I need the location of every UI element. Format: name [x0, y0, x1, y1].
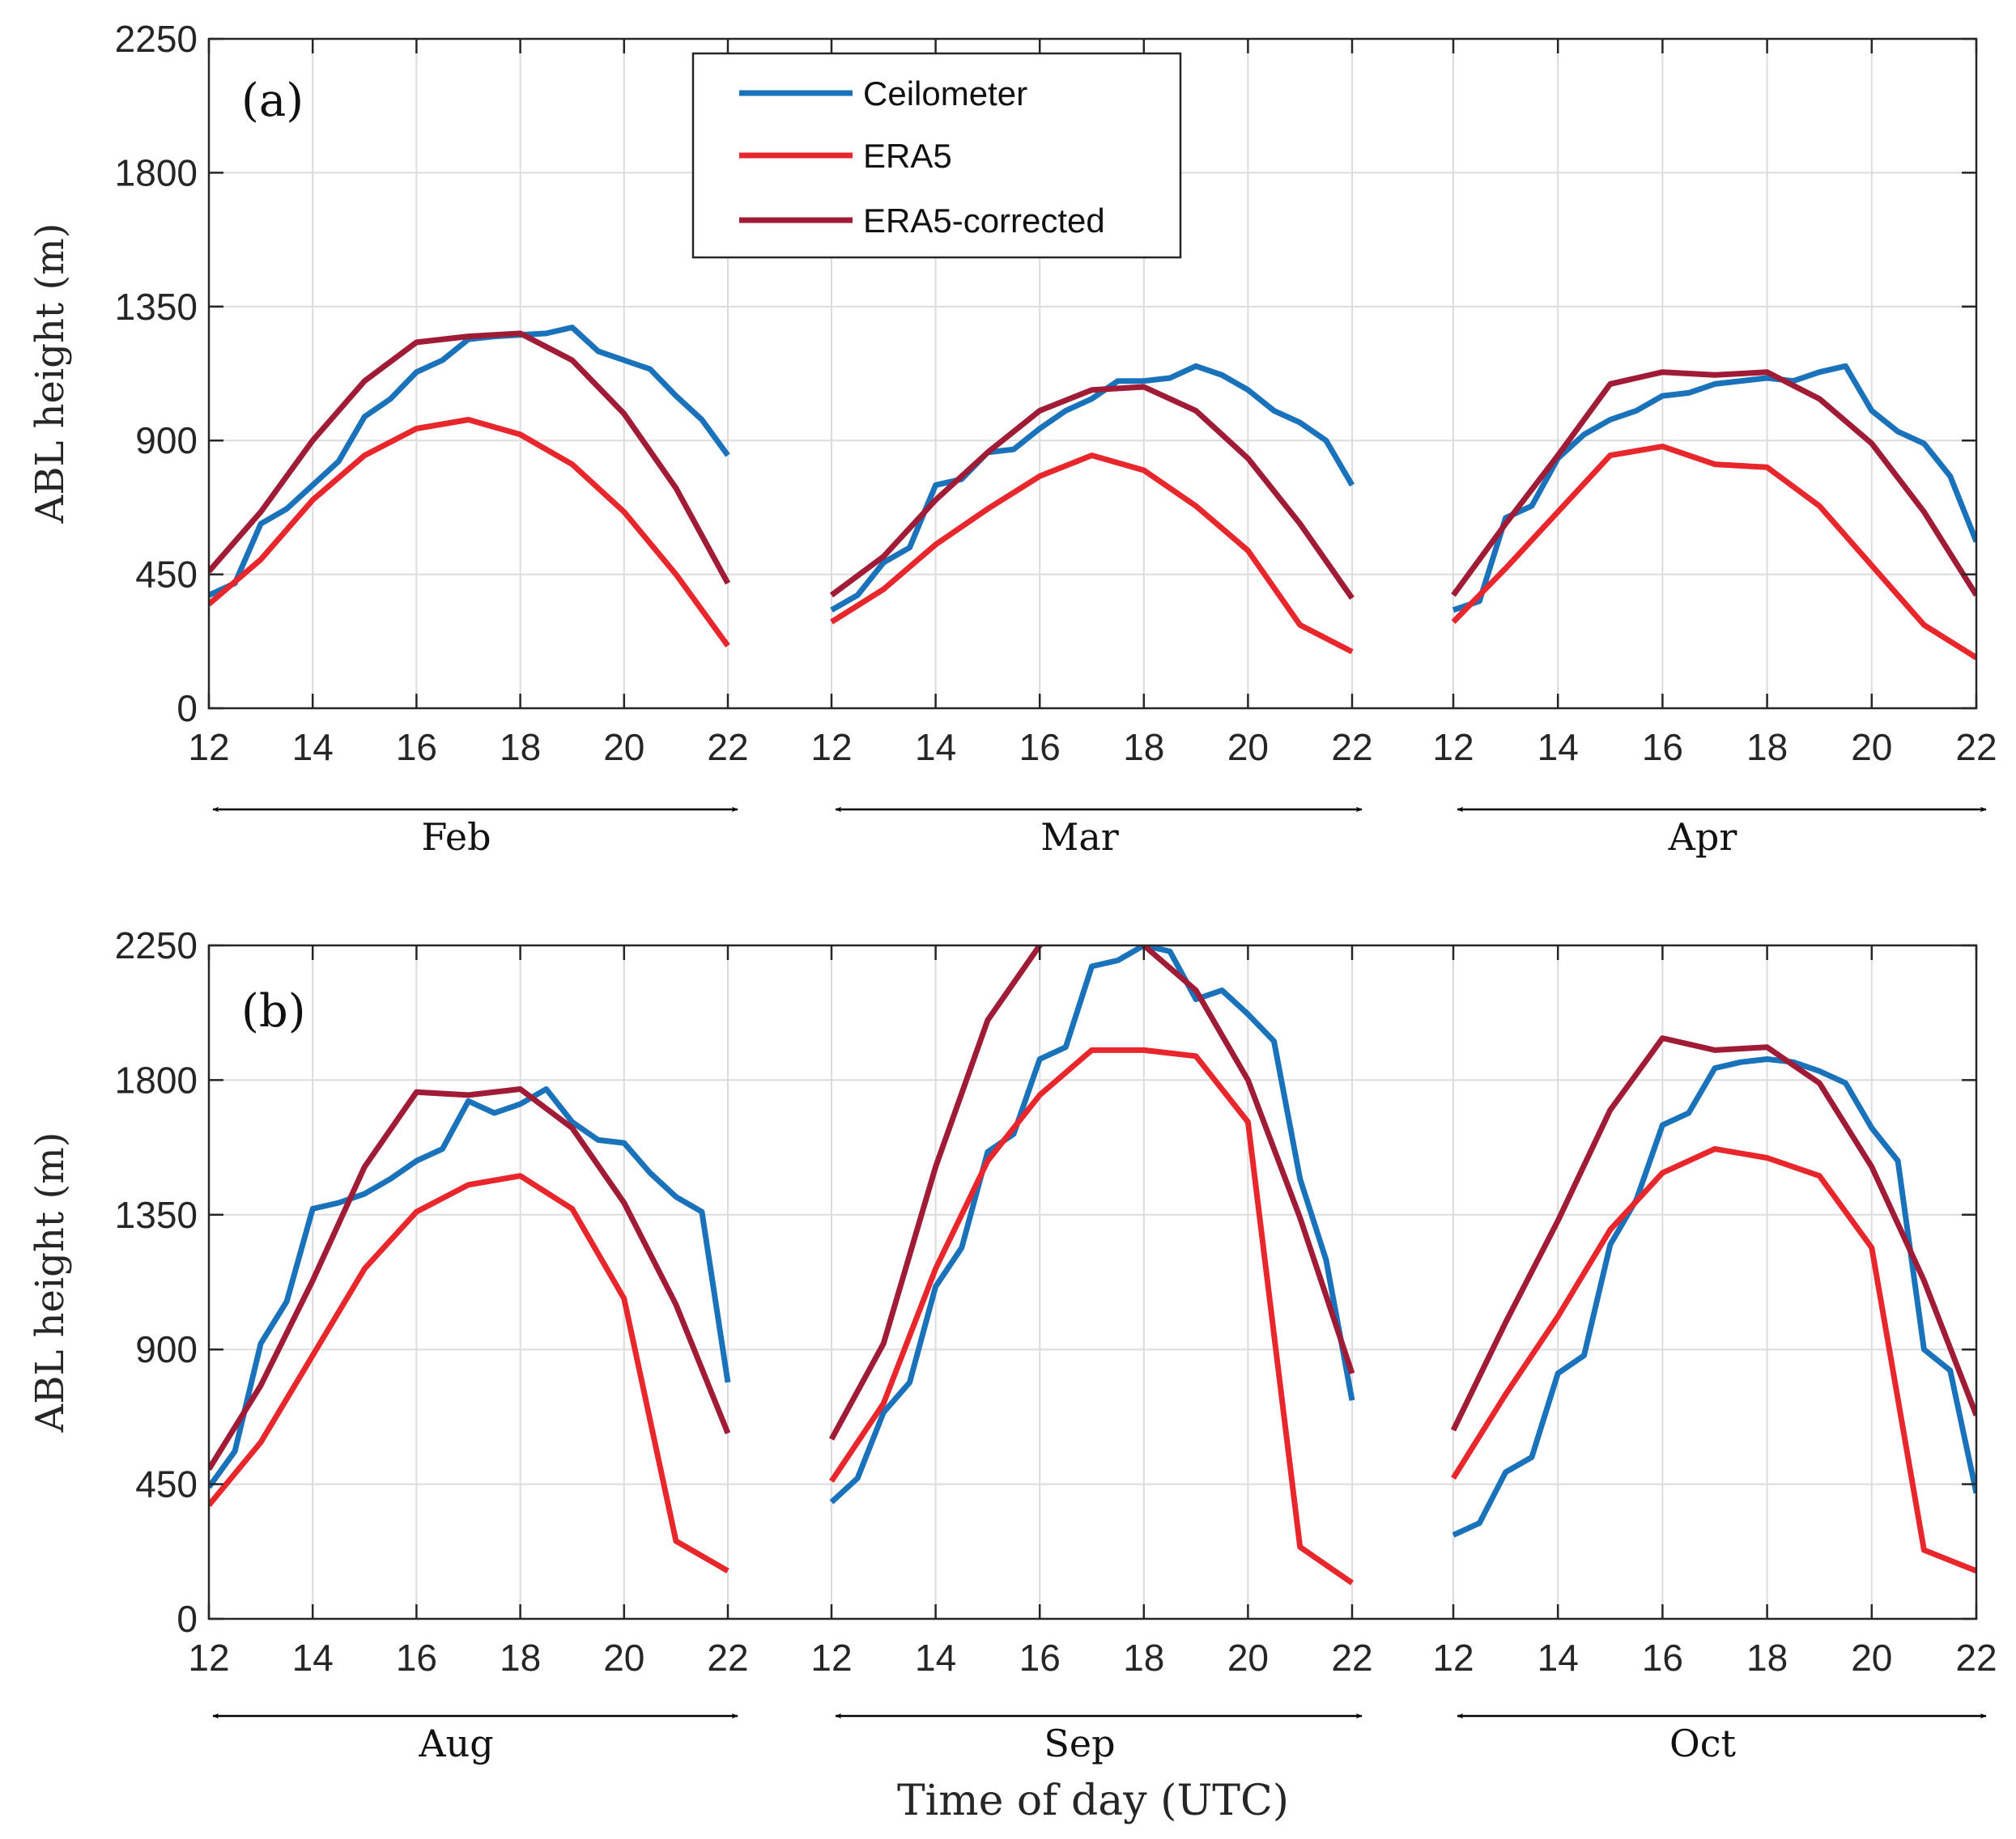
- panel-b-month-spans: Aug Sep Oct: [212, 1713, 1987, 1765]
- panel-b-xtick-label-oct-14: 14: [1538, 1637, 1579, 1679]
- series-ceilometer-aug: [209, 1086, 731, 1489]
- panel-b-ylabel: ABL height (m): [28, 1132, 73, 1433]
- panel-b-xtick-label-sep-18: 18: [1123, 1637, 1164, 1679]
- series-era5-corrected-apr: [1451, 369, 1976, 597]
- panel-a-xtick-label-apr-22: 22: [1955, 726, 1997, 768]
- series-ceilometer-sep: [829, 945, 1355, 1505]
- legend: Ceilometer ERA5 ERA5-corrected: [691, 52, 1182, 259]
- series-era5-mar: [830, 452, 1354, 655]
- panel-a-frame: [207, 37, 1978, 710]
- legend-label-era5-corrected: ERA5-corrected: [863, 202, 1105, 240]
- series-ceilometer-apr: [1452, 363, 1976, 614]
- panel-b-background: [209, 945, 1976, 1619]
- panel-b-xtick-label-sep-14: 14: [915, 1637, 956, 1679]
- panel-a-month-spans: Feb Mar Apr: [212, 806, 1987, 859]
- panel-a-xtick-label-feb-20: 20: [603, 726, 644, 768]
- panel-a-ytick-label-900: 900: [135, 419, 198, 461]
- panel-a-xtick-label-feb-12: 12: [188, 726, 229, 768]
- panel-a-series: [209, 325, 1976, 660]
- panel-b-xtick-label-oct-16: 16: [1642, 1637, 1683, 1679]
- panel-a-ytick-label-1800: 1800: [115, 151, 198, 193]
- panel-a-xtick-label-feb-22: 22: [707, 726, 748, 768]
- series-era5-oct: [1451, 1145, 1976, 1574]
- panel-b-xtick-label-aug-18: 18: [500, 1637, 541, 1679]
- panel-a-xtick-label-apr-16: 16: [1642, 726, 1683, 768]
- panel-b-xtick-label-oct-18: 18: [1746, 1637, 1788, 1679]
- panel-b-axes: 0 450 900 1350 1800 2250 12 14 16 18 20 22 12 14 16 18 2…: [115, 924, 1997, 1679]
- panel-a-xtick-label-mar-22: 22: [1331, 726, 1372, 768]
- panel-a-ytick-label-1350: 1350: [115, 286, 198, 328]
- panel-a-xtick-label-apr-20: 20: [1851, 726, 1892, 768]
- panel-b-xtick-label-sep-20: 20: [1227, 1637, 1269, 1679]
- panel-a-ylabel: ABL height (m): [28, 223, 73, 525]
- series-era5-corrected-aug: [209, 1086, 731, 1471]
- panel-b-label: (b): [241, 985, 306, 1038]
- legend-label-ceilometer: Ceilometer: [863, 74, 1027, 113]
- panel-b-ytick-label-1800: 1800: [115, 1059, 198, 1101]
- series-era5-sep: [829, 1047, 1354, 1586]
- series-era5-aug: [209, 1173, 729, 1574]
- panel-b-xtick-label-sep-16: 16: [1019, 1637, 1061, 1679]
- month-label-feb: Feb: [421, 815, 491, 859]
- panel-a-xtick-label-mar-16: 16: [1019, 726, 1061, 768]
- panel-a-ytick-label-2250: 2250: [115, 18, 198, 60]
- panel-b-xtick-label-sep-22: 22: [1331, 1637, 1372, 1679]
- panel-b-xtick-label-aug-14: 14: [292, 1637, 334, 1679]
- panel-b-xtick-label-aug-12: 12: [188, 1637, 229, 1679]
- panel-a-xtick-label-feb-14: 14: [292, 726, 334, 768]
- panel-a-xtick-label-apr-18: 18: [1746, 726, 1788, 768]
- series-ceilometer-feb: [209, 325, 730, 598]
- month-label-oct: Oct: [1669, 1722, 1736, 1765]
- panel-b-xtick-label-oct-20: 20: [1851, 1637, 1892, 1679]
- panel-b-xtick-label-aug-20: 20: [603, 1637, 644, 1679]
- series-ceilometer-oct: [1452, 1056, 1976, 1538]
- month-label-aug: Aug: [418, 1722, 493, 1765]
- panel-a-ytick-label-450: 450: [135, 554, 198, 596]
- panel-a-xtick-label-mar-20: 20: [1227, 726, 1269, 768]
- panel-b-xtick-label-sep-12: 12: [810, 1637, 852, 1679]
- series-era5-corrected-mar: [829, 384, 1355, 601]
- panel-b-xtick-label-aug-16: 16: [396, 1637, 437, 1679]
- panel-a-axes: 0 450 900 1350 1800 2250 12 14 16 18 20 22 12 14 16 18 2…: [115, 18, 1997, 768]
- panel-b-ytick-label-900: 900: [135, 1328, 198, 1370]
- panel-b-ytick-label-2250: 2250: [115, 924, 198, 966]
- panel-b-series: [209, 945, 1976, 1586]
- series-era5-corrected-feb: [209, 330, 731, 585]
- panel-a-label: (a): [241, 74, 304, 127]
- series-era5-apr: [1451, 444, 1976, 660]
- month-label-apr: Apr: [1668, 815, 1737, 859]
- panel-b-ytick-label-450: 450: [135, 1463, 198, 1506]
- panel-a-xtick-label-mar-18: 18: [1123, 726, 1164, 768]
- panel-b-xtick-label-oct-22: 22: [1955, 1637, 1997, 1679]
- month-label-mar: Mar: [1040, 815, 1119, 859]
- panel-a-xtick-label-mar-14: 14: [915, 726, 956, 768]
- panel-b-frame: [207, 944, 1978, 1620]
- series-era5-corrected-sep: [828, 945, 1355, 1441]
- panel-a-xtick-label-apr-14: 14: [1538, 726, 1579, 768]
- panel-a: 0 450 900 1350 1800 2250 12 14 16 18 20 22 12 14 16 18 2…: [28, 18, 1997, 859]
- panel-a-xtick-label-feb-16: 16: [396, 726, 437, 768]
- panel-a-xtick-label-apr-12: 12: [1432, 726, 1474, 768]
- x-axis-title: Time of day (UTC): [897, 1777, 1289, 1825]
- series-ceilometer-mar: [830, 363, 1355, 613]
- panel-b-xtick-label-aug-22: 22: [707, 1637, 748, 1679]
- panel-b-ytick-label-1350: 1350: [115, 1194, 198, 1236]
- panel-a-ytick-label-0: 0: [177, 687, 198, 729]
- month-label-sep: Sep: [1044, 1722, 1115, 1765]
- panel-b: 0 450 900 1350 1800 2250 12 14 16 18 20 22 12 14 16 18 2…: [28, 924, 1997, 1825]
- panel-b-xtick-label-oct-12: 12: [1432, 1637, 1474, 1679]
- panel-a-xtick-label-mar-12: 12: [810, 726, 852, 768]
- series-era5-corrected-oct: [1450, 1035, 1976, 1432]
- series-era5-feb: [209, 417, 730, 648]
- panel-a-xtick-label-feb-18: 18: [500, 726, 541, 768]
- legend-label-era5: ERA5: [863, 137, 952, 175]
- panel-b-ytick-label-0: 0: [177, 1598, 198, 1640]
